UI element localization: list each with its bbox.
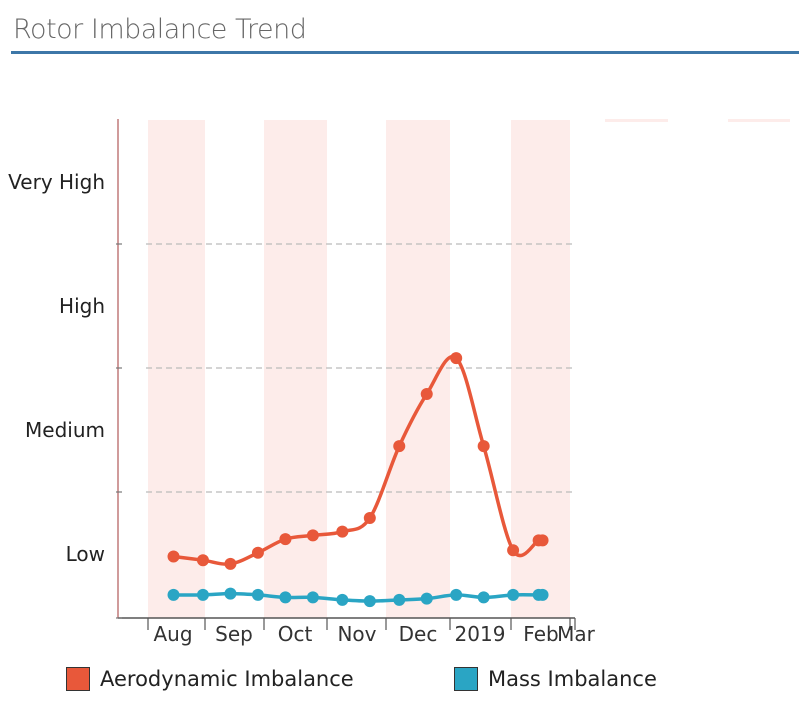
data-point[interactable] (279, 533, 292, 546)
data-point[interactable] (251, 546, 264, 559)
data-point[interactable] (536, 588, 549, 601)
data-point[interactable] (224, 557, 237, 570)
x-tick-label: Aug (153, 622, 192, 646)
data-point[interactable] (507, 588, 520, 601)
data-point[interactable] (507, 544, 520, 557)
legend-swatch-aerodynamic (66, 667, 90, 691)
y-tick-label: Very High (8, 170, 105, 194)
data-point[interactable] (167, 588, 180, 601)
data-point[interactable] (336, 593, 349, 606)
data-point[interactable] (450, 588, 463, 601)
y-tick-label: Low (66, 542, 105, 566)
data-point[interactable] (196, 588, 209, 601)
x-tick-label: Oct (278, 622, 313, 646)
legend-item-aerodynamic[interactable]: Aerodynamic Imbalance (66, 667, 354, 691)
data-point[interactable] (477, 591, 490, 604)
data-point[interactable] (306, 529, 319, 542)
y-tick-label: High (59, 294, 105, 318)
title-underline (11, 51, 799, 54)
data-point[interactable] (393, 440, 406, 453)
legend-label-mass: Mass Imbalance (488, 667, 657, 691)
data-series (167, 352, 549, 608)
month-shading-bands (148, 119, 790, 618)
x-tick-label: Nov (337, 622, 376, 646)
data-point[interactable] (477, 440, 490, 453)
series-line (173, 354, 545, 566)
data-point[interactable] (167, 550, 180, 563)
data-point[interactable] (336, 525, 349, 538)
data-point[interactable] (363, 595, 376, 608)
rotor-imbalance-chart: Low Medium High Very High Aug Sep Oct Nov Dec 20… (8, 119, 790, 646)
data-point[interactable] (363, 512, 376, 525)
legend-item-mass[interactable]: Mass Imbalance (454, 667, 657, 691)
data-point[interactable] (536, 534, 549, 547)
data-point[interactable] (224, 587, 237, 600)
x-tick-label: Dec (399, 622, 438, 646)
month-band (148, 120, 205, 618)
x-tick-label: Mar (557, 622, 596, 646)
data-point[interactable] (450, 352, 463, 365)
grid-lines (146, 243, 575, 493)
data-point[interactable] (279, 591, 292, 604)
y-tick-labels: Low Medium High Very High (8, 170, 105, 566)
data-point[interactable] (420, 592, 433, 605)
chart-title: Rotor Imbalance Trend (13, 14, 307, 45)
legend-label-aerodynamic: Aerodynamic Imbalance (100, 667, 354, 691)
x-tick-label: Sep (215, 622, 253, 646)
data-point[interactable] (420, 388, 433, 401)
x-tick-label: 2019 (455, 622, 506, 646)
legend-swatch-mass (454, 667, 478, 691)
y-tick-label: Medium (25, 418, 105, 442)
data-point[interactable] (393, 593, 406, 606)
month-band-stub (605, 119, 668, 122)
axes (116, 119, 576, 630)
x-tick-label: Feb (523, 622, 558, 646)
data-point[interactable] (196, 554, 209, 567)
data-point[interactable] (306, 591, 319, 604)
data-point[interactable] (251, 588, 264, 601)
month-band-stub (728, 119, 790, 122)
